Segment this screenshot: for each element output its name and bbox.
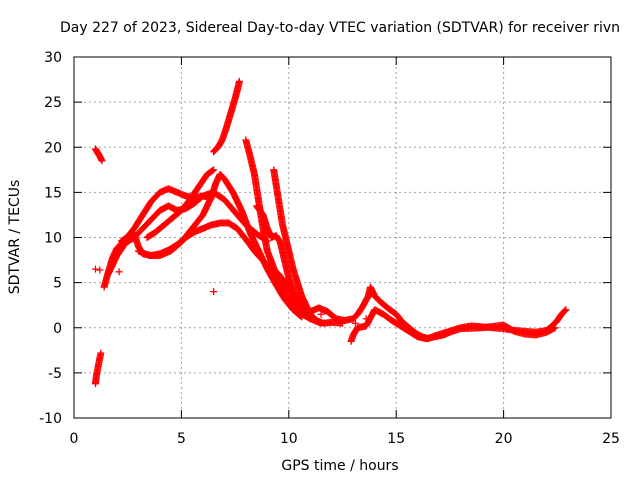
x-axis-label: GPS time / hours bbox=[281, 458, 398, 474]
x-tick-label: 0 bbox=[70, 431, 79, 447]
axes: 0 5 10 15 20 25 -10 -5 0 5 10 15 20 25 30 bbox=[39, 50, 620, 447]
data-points bbox=[91, 77, 570, 388]
grid bbox=[74, 57, 611, 418]
data-point-isolated-points bbox=[96, 266, 104, 274]
y-tick-label: 5 bbox=[53, 276, 62, 292]
x-tick-label: 5 bbox=[177, 431, 186, 447]
data-point-isolated-points bbox=[351, 319, 359, 327]
data-point-isolated-points bbox=[115, 268, 123, 276]
y-tick-label: 30 bbox=[44, 50, 62, 66]
data-point-isolated-points bbox=[210, 288, 218, 296]
x-tick-label: 25 bbox=[602, 431, 620, 447]
data-point-early-high-segment bbox=[98, 157, 106, 165]
data-point-noisy-tail bbox=[562, 306, 570, 314]
data-point-secondary-tail bbox=[551, 324, 559, 332]
data-point-arc-e bbox=[209, 167, 217, 175]
data-point-arc-e bbox=[210, 166, 218, 174]
data-point-steep-rise bbox=[235, 77, 243, 85]
chart-title: Day 227 of 2023, Sidereal Day-to-day VTE… bbox=[60, 20, 620, 36]
y-tick-label: -5 bbox=[48, 366, 62, 382]
y-tick-label: 10 bbox=[44, 231, 62, 247]
y-tick-label: 15 bbox=[44, 185, 62, 201]
data-point-noisy-tail bbox=[561, 307, 569, 315]
y-tick-label: 0 bbox=[53, 321, 62, 337]
y-tick-label: 20 bbox=[44, 140, 62, 156]
data-point-early-low-segment bbox=[97, 349, 105, 357]
x-tick-label: 15 bbox=[387, 431, 405, 447]
y-axis-label: SDTVAR / TECUs bbox=[7, 180, 23, 295]
y-tick-label: 25 bbox=[44, 95, 62, 111]
y-tick-label: -10 bbox=[39, 411, 62, 427]
x-tick-label: 20 bbox=[495, 431, 513, 447]
x-tick-label: 10 bbox=[280, 431, 298, 447]
data-point-isolated-points bbox=[91, 265, 99, 273]
